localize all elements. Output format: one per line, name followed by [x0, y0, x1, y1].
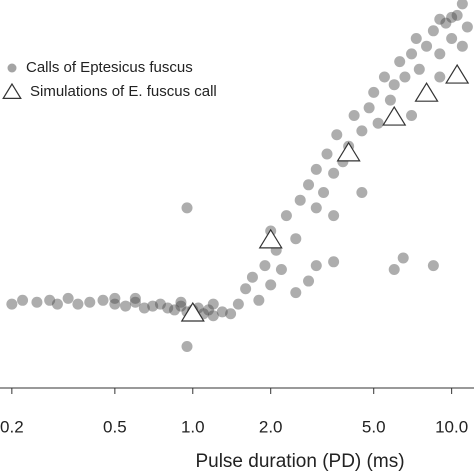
point	[421, 40, 433, 52]
point	[6, 298, 18, 310]
point	[461, 21, 473, 33]
point	[275, 264, 287, 275]
point	[129, 292, 141, 304]
point	[378, 71, 390, 83]
triangle-point	[336, 141, 361, 162]
point	[62, 292, 74, 304]
point	[109, 298, 121, 310]
point	[446, 33, 458, 44]
point	[446, 11, 458, 23]
point	[181, 202, 193, 214]
point	[175, 296, 187, 308]
point	[31, 296, 43, 308]
point	[440, 17, 452, 29]
legend-marker	[7, 63, 17, 73]
point	[406, 110, 418, 121]
point	[120, 300, 132, 312]
point	[225, 308, 237, 320]
point	[290, 233, 302, 245]
x-tick-label: 0.2	[0, 417, 24, 436]
point	[138, 302, 150, 314]
point	[259, 260, 271, 272]
point	[97, 294, 109, 306]
point	[456, 0, 468, 10]
x-tick-label: 2.0	[259, 417, 283, 436]
point	[413, 63, 425, 75]
point	[72, 298, 84, 310]
point	[397, 252, 409, 264]
triangle-point	[445, 63, 470, 84]
point	[84, 296, 96, 308]
point	[331, 129, 343, 141]
point	[328, 210, 340, 222]
point	[388, 79, 400, 91]
point	[321, 148, 333, 160]
point	[129, 296, 141, 308]
point	[246, 271, 258, 283]
point	[356, 187, 368, 198]
x-tick-label: 1.0	[181, 417, 205, 436]
x-tick-label: 0.5	[103, 417, 127, 436]
point	[427, 25, 439, 37]
point	[162, 302, 174, 314]
point	[310, 202, 322, 214]
point	[434, 13, 446, 25]
point	[290, 287, 302, 299]
point	[109, 292, 121, 304]
point	[303, 275, 315, 287]
x-axis-label: Pulse duration (PD) (ms)	[195, 451, 404, 472]
triangle-point	[382, 105, 407, 126]
point	[451, 9, 463, 21]
legend-marker	[2, 82, 22, 100]
legend-label: Simulations of E. fuscus call	[30, 83, 217, 100]
legend-label: Calls of Eptesicus fuscus	[26, 59, 193, 76]
point	[372, 117, 384, 129]
point	[328, 167, 340, 179]
point	[318, 187, 330, 198]
point	[147, 300, 159, 312]
point	[265, 279, 277, 291]
triangle-point	[258, 228, 283, 249]
x-tick-label: 5.0	[362, 417, 386, 436]
point	[207, 298, 219, 310]
point	[434, 48, 446, 60]
point	[175, 300, 187, 312]
triangle-point	[180, 301, 205, 322]
point	[51, 298, 63, 310]
point	[169, 304, 181, 316]
point	[394, 56, 406, 68]
point	[427, 260, 439, 272]
point	[253, 294, 265, 306]
point	[310, 260, 322, 272]
point	[303, 179, 315, 191]
point	[202, 304, 214, 316]
point	[363, 102, 375, 114]
point	[356, 125, 368, 137]
point	[310, 163, 322, 175]
point	[44, 294, 56, 306]
point	[328, 256, 340, 268]
point	[280, 210, 292, 222]
point	[294, 194, 306, 206]
point	[154, 298, 166, 310]
triangle-point	[414, 82, 439, 102]
point	[207, 310, 219, 322]
point	[216, 306, 228, 318]
point	[17, 294, 29, 306]
point	[232, 298, 244, 310]
x-tick-label: 10.0	[435, 417, 468, 436]
point	[434, 71, 446, 83]
point	[399, 71, 411, 83]
point	[388, 264, 400, 275]
point	[384, 94, 396, 106]
point	[240, 283, 252, 295]
point	[456, 40, 468, 52]
point	[181, 341, 193, 352]
point	[406, 48, 418, 60]
point	[368, 86, 380, 98]
point	[348, 110, 360, 121]
point	[410, 33, 422, 44]
